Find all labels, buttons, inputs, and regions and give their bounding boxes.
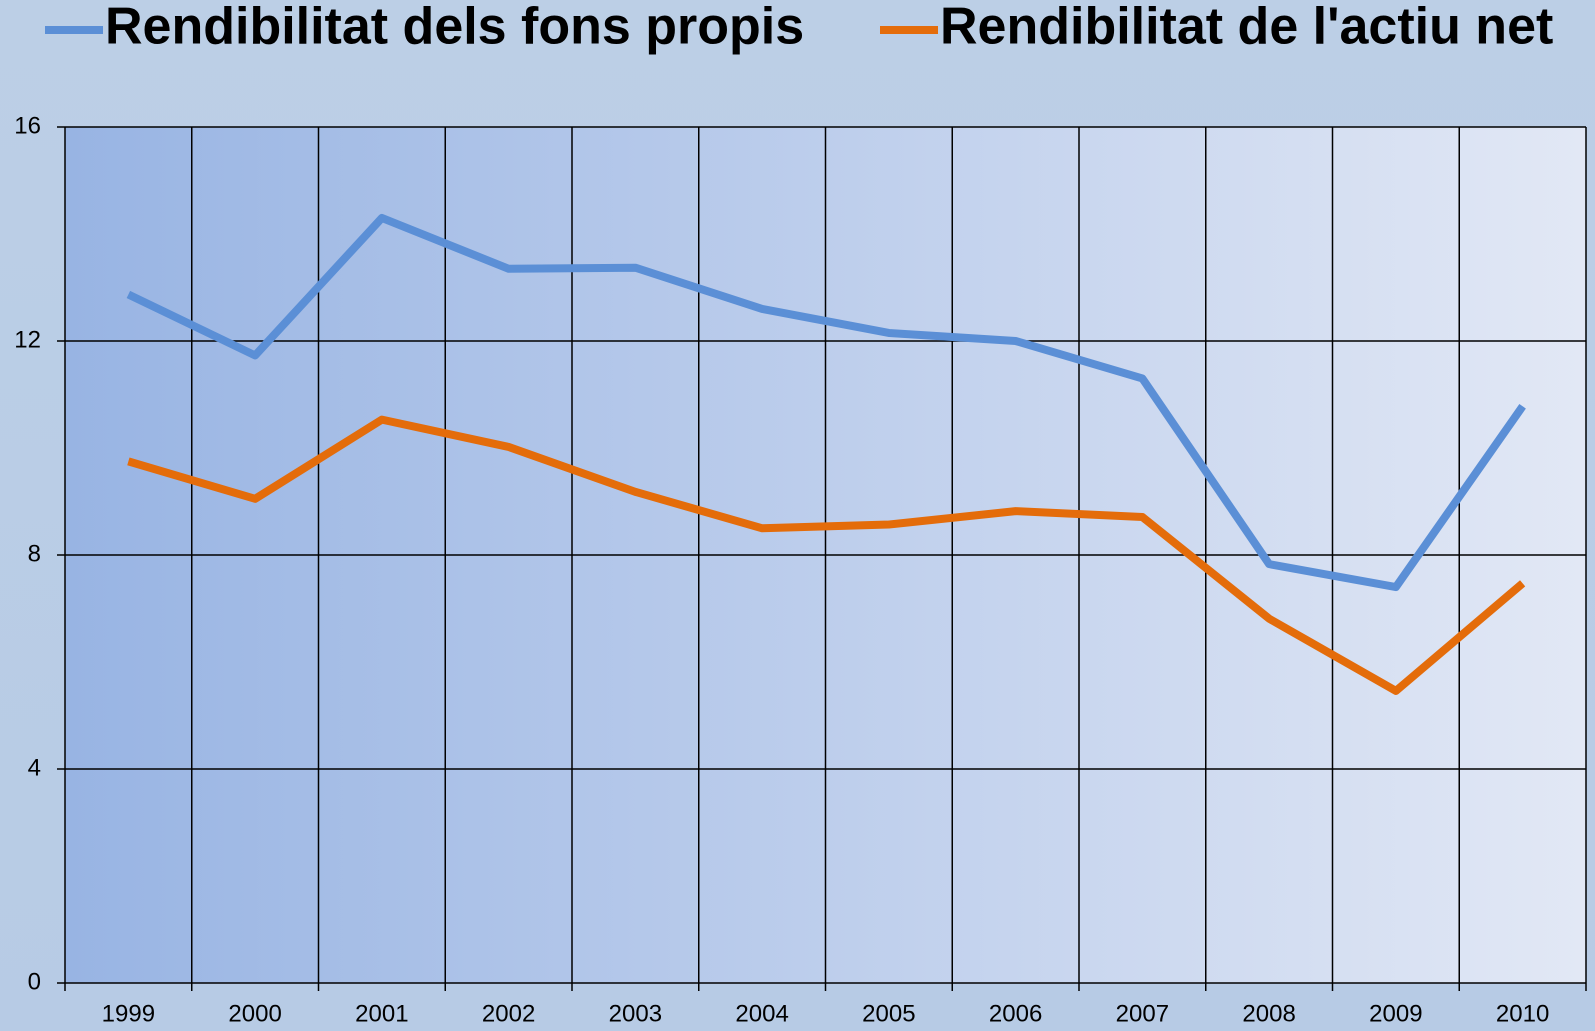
legend-label: Rendibilitat de l'actiu net <box>940 0 1553 56</box>
series-line <box>126 213 1526 592</box>
x-tick-label: 2002 <box>482 1000 535 1027</box>
x-tick-label: 2008 <box>1242 1000 1295 1027</box>
y-tick-label: 0 <box>28 968 41 995</box>
x-tick-label: 2001 <box>355 1000 408 1027</box>
x-tick-label: 2006 <box>989 1000 1042 1027</box>
y-tick-label: 12 <box>14 326 41 353</box>
x-tick-label: 2007 <box>1116 1000 1169 1027</box>
x-tick-label: 2004 <box>735 1000 788 1027</box>
legend-label: Rendibilitat dels fons propis <box>105 0 804 56</box>
x-tick-label: 2005 <box>862 1000 915 1027</box>
x-tick-label: 2009 <box>1369 1000 1422 1027</box>
x-tick-label: 2010 <box>1496 1000 1549 1027</box>
x-tick-label: 1999 <box>102 1000 155 1027</box>
series-line <box>127 415 1526 695</box>
x-tick-label: 2003 <box>609 1000 662 1027</box>
y-tick-label: 4 <box>28 754 41 781</box>
y-tick-label: 8 <box>28 540 41 567</box>
y-tick-label: 16 <box>14 112 41 139</box>
x-tick-label: 2000 <box>228 1000 281 1027</box>
